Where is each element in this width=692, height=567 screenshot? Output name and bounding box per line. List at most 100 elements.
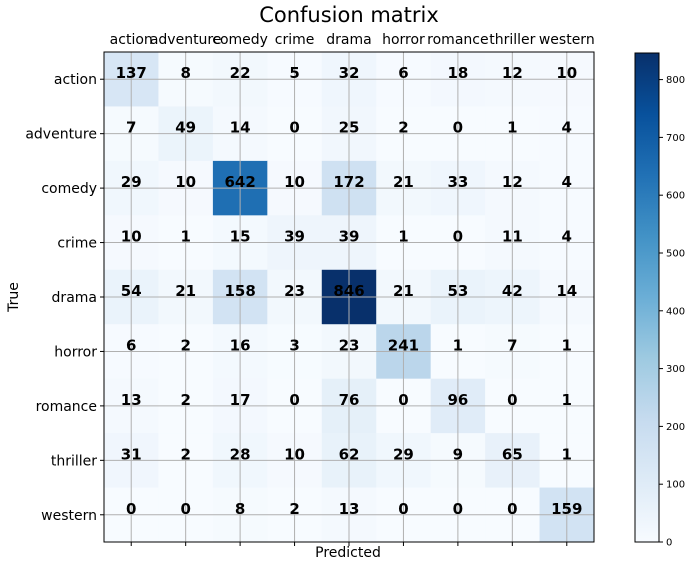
cell-value-label: 96 xyxy=(447,391,468,409)
cell-value-label: 62 xyxy=(339,445,360,463)
colorbar-ticks: 0 100 200 300 400 500 600 700 800 xyxy=(659,75,685,549)
cell-value-label: 13 xyxy=(339,500,360,518)
x-tick-label: western xyxy=(539,32,595,48)
cell-value-label: 158 xyxy=(224,282,255,300)
cell-value-label: 0 xyxy=(398,500,408,518)
cell-value-label: 0 xyxy=(126,500,136,518)
colorbar-tick-label: 800 xyxy=(666,75,685,86)
cell-value-label: 4 xyxy=(562,228,572,246)
cell-value-label: 4 xyxy=(562,119,572,137)
colorbar-tick-label: 600 xyxy=(666,191,685,202)
cell-value-label: 54 xyxy=(121,282,142,300)
cell-value-label: 15 xyxy=(230,228,251,246)
cell-value-label: 1 xyxy=(507,119,517,137)
cell-value-label: 6 xyxy=(126,336,136,354)
x-tick-label: romance xyxy=(427,32,488,48)
cell-value-label: 14 xyxy=(230,119,251,137)
colorbar-tick-label: 100 xyxy=(666,480,685,491)
cell-value-label: 1 xyxy=(562,391,572,409)
cell-value-label: 0 xyxy=(453,119,463,137)
cell-value-label: 14 xyxy=(556,282,577,300)
y-tick-label: comedy xyxy=(41,181,97,197)
x-tick-label: horror xyxy=(382,32,425,48)
cell-value-label: 10 xyxy=(284,445,305,463)
cell-value-label: 1 xyxy=(180,228,190,246)
cell-value-label: 3 xyxy=(289,336,299,354)
cell-value-label: 13 xyxy=(121,391,142,409)
cell-value-label: 10 xyxy=(121,228,142,246)
cell-value-label: 11 xyxy=(502,228,523,246)
cell-value-label: 21 xyxy=(393,282,414,300)
cell-value-label: 159 xyxy=(551,500,582,518)
cell-value-label: 2 xyxy=(289,500,299,518)
y-tick-label: horror xyxy=(54,344,97,360)
cell-value-label: 5 xyxy=(289,64,299,82)
x-tick-label: crime xyxy=(275,32,315,48)
cell-value-label: 29 xyxy=(121,173,142,191)
cell-value-label: 7 xyxy=(507,336,517,354)
cell-value-label: 2 xyxy=(180,445,190,463)
cell-value-label: 0 xyxy=(453,228,463,246)
cell-value-label: 21 xyxy=(175,282,196,300)
cell-value-label: 7 xyxy=(126,119,136,137)
cell-value-label: 6 xyxy=(398,64,408,82)
cell-value-label: 10 xyxy=(556,64,577,82)
cell-value-label: 23 xyxy=(284,282,305,300)
y-tick-label: adventure xyxy=(25,127,97,143)
cell-value-label: 1 xyxy=(562,445,572,463)
x-tick-label: thriller xyxy=(489,32,535,48)
cell-value-label: 16 xyxy=(230,336,251,354)
cell-value-label: 39 xyxy=(284,228,305,246)
cell-value-label: 0 xyxy=(453,500,463,518)
cell-value-label: 8 xyxy=(180,64,190,82)
cell-value-label: 642 xyxy=(224,173,255,191)
gridlines xyxy=(100,52,594,546)
cell-value-label: 0 xyxy=(507,391,517,409)
cell-value-label: 21 xyxy=(393,173,414,191)
y-tick-labels: action adventure comedy crime drama horror rom… xyxy=(25,72,97,524)
x-tick-label: comedy xyxy=(212,32,268,48)
y-axis-label: True xyxy=(6,282,22,313)
cell-value-label: 39 xyxy=(339,228,360,246)
cell-value-label: 9 xyxy=(453,445,463,463)
cell-value-label: 8 xyxy=(235,500,245,518)
cell-value-label: 0 xyxy=(180,500,190,518)
cell-value-label: 2 xyxy=(398,119,408,137)
cell-value-label: 2 xyxy=(180,391,190,409)
cell-value-label: 32 xyxy=(339,64,360,82)
cell-value-label: 0 xyxy=(507,500,517,518)
y-tick-label: western xyxy=(41,508,97,524)
cell-value-label: 1 xyxy=(398,228,408,246)
y-tick-label: drama xyxy=(52,290,97,306)
cell-value-label: 42 xyxy=(502,282,523,300)
cell-value-label: 53 xyxy=(447,282,468,300)
colorbar-tick-label: 500 xyxy=(666,248,685,259)
colorbar xyxy=(634,52,660,543)
cell-value-label: 241 xyxy=(388,336,419,354)
cell-value-label: 31 xyxy=(121,445,142,463)
cell-value-label: 10 xyxy=(284,173,305,191)
cell-value-label: 65 xyxy=(502,445,523,463)
x-tick-label: action xyxy=(110,32,153,48)
cell-value-label: 28 xyxy=(230,445,251,463)
y-tick-label: thriller xyxy=(51,453,97,469)
cell-value-label: 1 xyxy=(453,336,463,354)
cell-value-label: 22 xyxy=(230,64,251,82)
cell-value-label: 2 xyxy=(180,336,190,354)
colorbar-tick-label: 200 xyxy=(666,422,685,433)
cell-value-label: 137 xyxy=(116,64,147,82)
plot-frame xyxy=(103,51,595,543)
cell-value-label: 172 xyxy=(333,173,364,191)
cell-value-label: 0 xyxy=(289,119,299,137)
cell-value-labels: 137 8 22 5 32 6 18 12 107 49 14 0 25 2 0 1 429 10 642 10 172… xyxy=(116,64,583,518)
cell-value-label: 10 xyxy=(175,173,196,191)
cell-value-label: 1 xyxy=(562,336,572,354)
colorbar-tick-label: 700 xyxy=(666,133,685,144)
x-tick-label: adventure xyxy=(150,32,222,48)
colorbar-tick-label: 300 xyxy=(666,364,685,375)
cell-value-label: 49 xyxy=(175,119,196,137)
cell-value-label: 4 xyxy=(562,173,572,191)
cell-value-label: 76 xyxy=(339,391,360,409)
